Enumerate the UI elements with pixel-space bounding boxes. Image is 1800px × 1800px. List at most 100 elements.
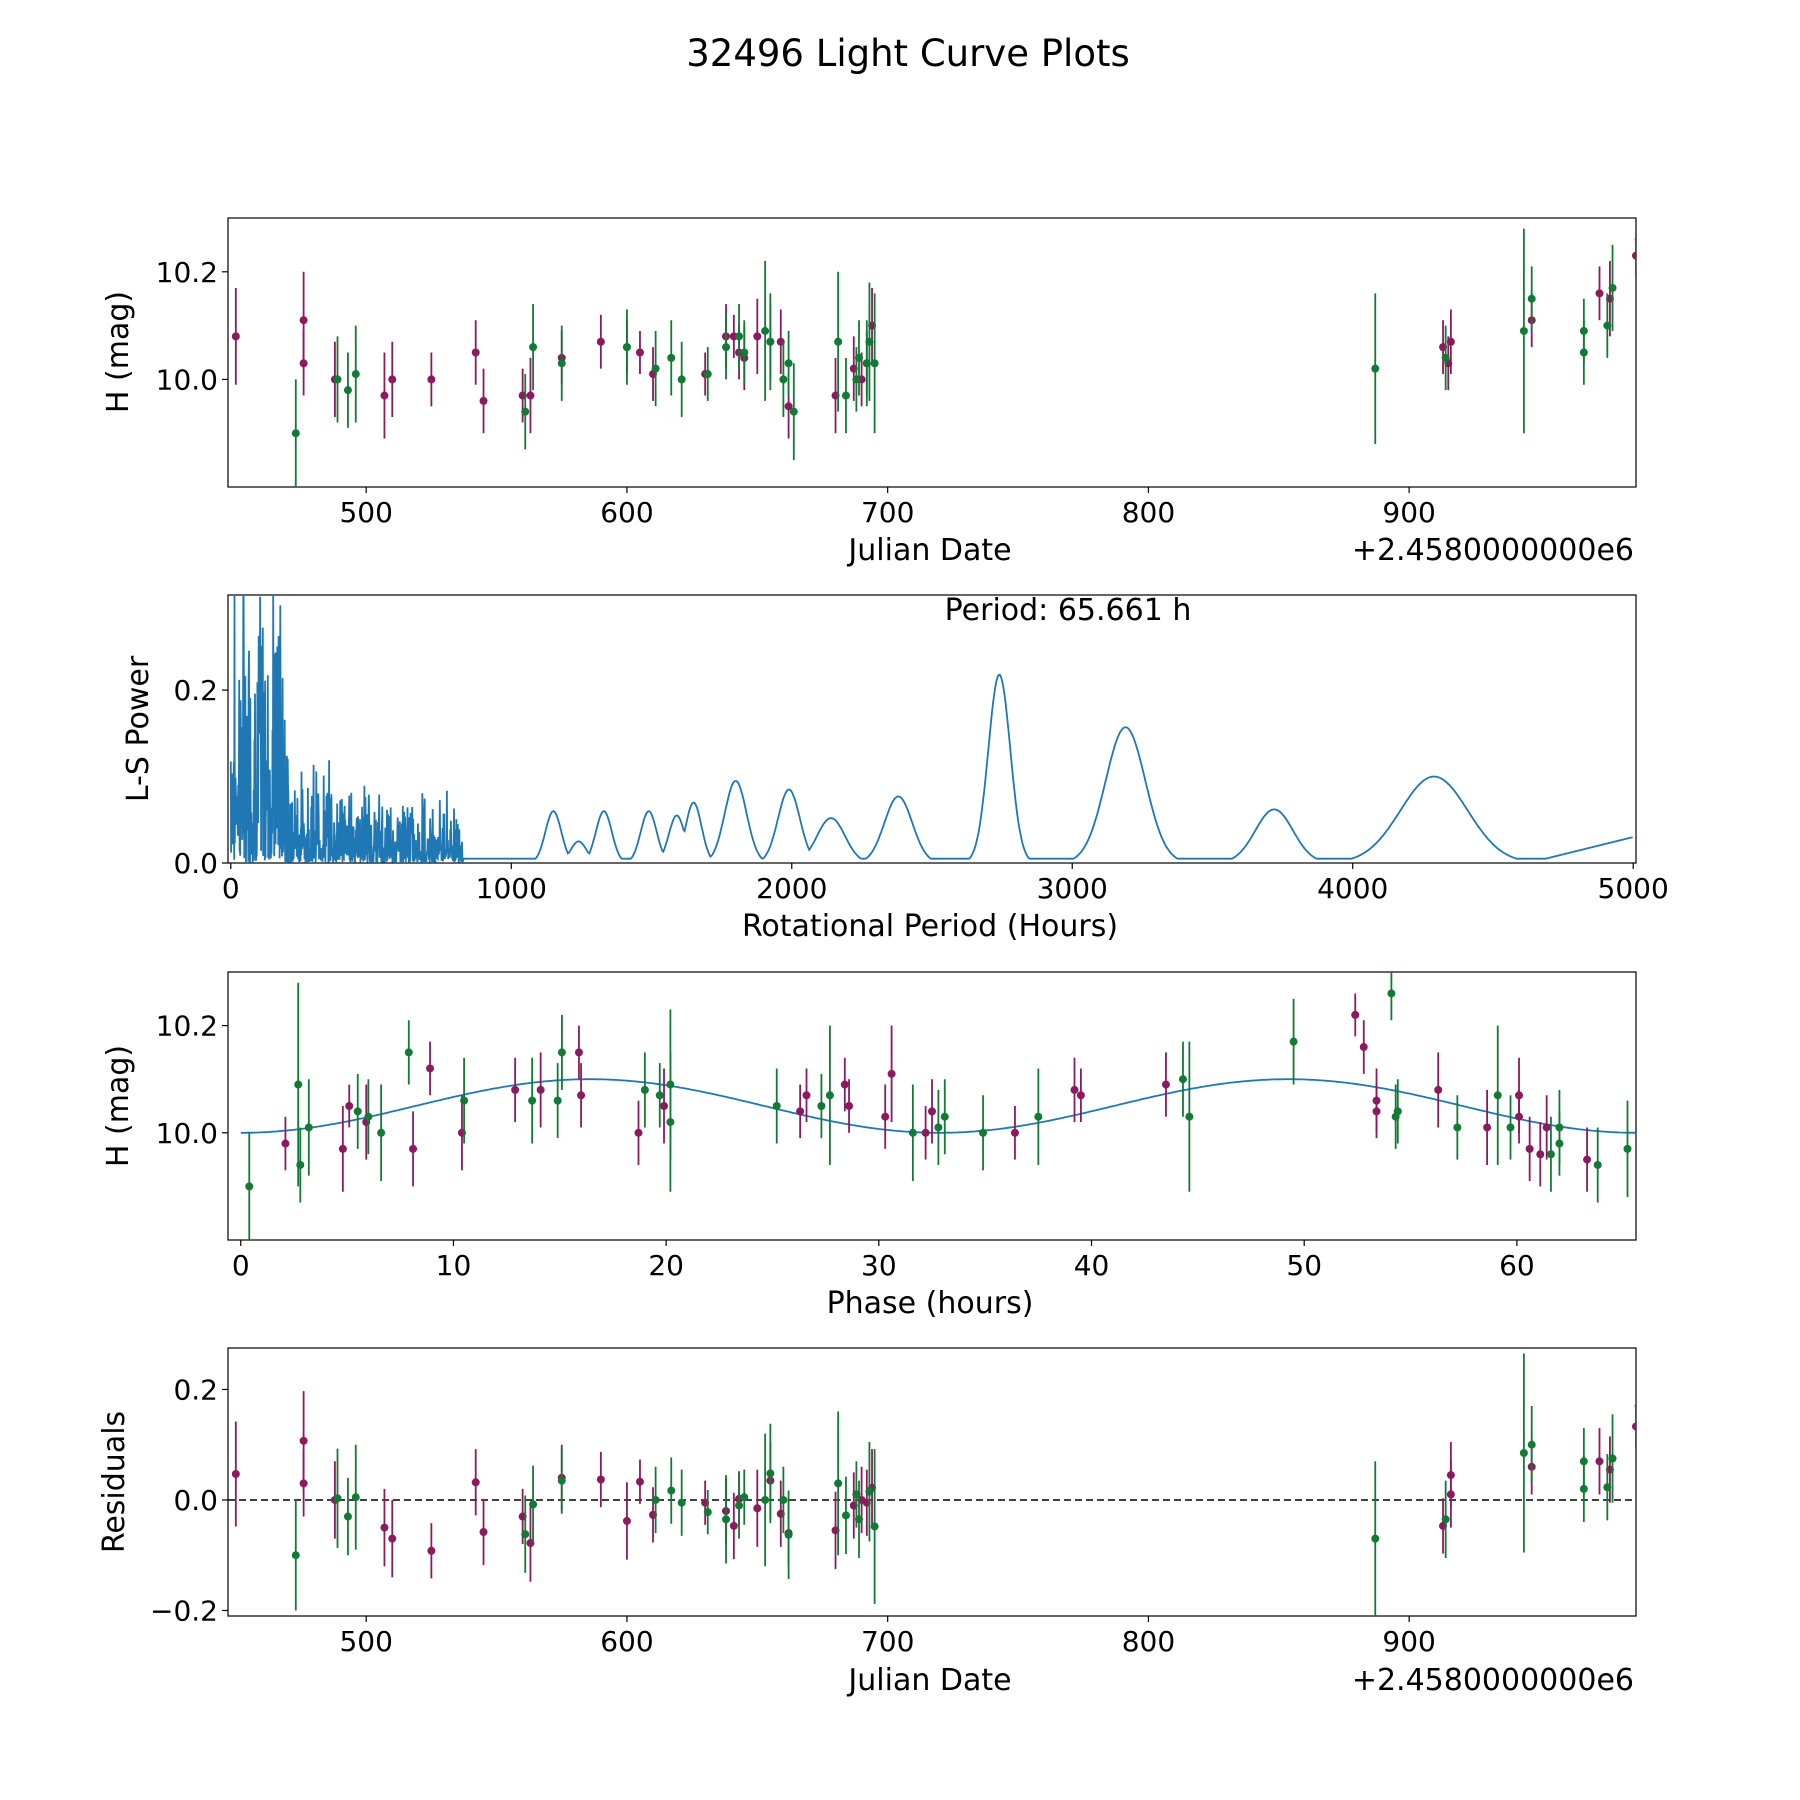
x-tick-label: 5000 [1598, 872, 1669, 905]
data-point [753, 1504, 762, 1513]
data-point [1441, 1515, 1450, 1524]
data-point [660, 1102, 669, 1110]
data-point [231, 332, 240, 341]
data-point [343, 386, 352, 395]
data-point [245, 1182, 254, 1191]
x-tick-label: 800 [1122, 496, 1175, 529]
x-tick-label: 10 [436, 1249, 472, 1282]
data-point [840, 1080, 849, 1089]
x-tick-label: 20 [648, 1249, 684, 1282]
x-tick-label: 500 [339, 496, 392, 529]
data-point [1623, 1144, 1632, 1153]
data-point [635, 348, 644, 357]
data-point [1453, 1123, 1462, 1132]
data-point [1579, 1484, 1588, 1493]
data-point [526, 391, 535, 400]
data-point [1493, 1091, 1502, 1100]
data-point [1546, 1150, 1555, 1159]
data-point [1519, 326, 1528, 335]
data-point [1608, 283, 1617, 292]
y-tick-label: −0.2 [150, 1594, 218, 1627]
data-point [921, 1128, 930, 1137]
data-point [529, 1500, 538, 1509]
x-tick-label: 40 [1074, 1249, 1110, 1282]
data-point [304, 1123, 313, 1132]
data-point [345, 1102, 354, 1110]
data-point [471, 1478, 480, 1487]
data-point [1579, 348, 1588, 357]
data-point [796, 1107, 805, 1116]
data-point [1595, 1457, 1604, 1466]
y-tick-label: 0.2 [173, 1373, 218, 1406]
data-point [299, 359, 308, 368]
data-point [377, 1128, 386, 1137]
data-point [1527, 1440, 1536, 1449]
light-curve-ylabel: H (mag) [101, 291, 136, 413]
data-point [784, 402, 793, 411]
light-curve-xlabel: Julian Date [846, 533, 1011, 568]
data-point [887, 1069, 896, 1078]
data-point [865, 1487, 874, 1496]
data-point [834, 337, 843, 346]
data-point [677, 375, 686, 384]
y-tick-label: 0.0 [173, 847, 218, 880]
data-point [1070, 1085, 1079, 1094]
data-point [1434, 1085, 1443, 1094]
data-point [1525, 1144, 1534, 1153]
data-point [740, 1493, 749, 1502]
residuals-points [228, 1353, 1636, 1616]
data-point [834, 1479, 843, 1488]
data-point [940, 1112, 949, 1121]
data-point [596, 1475, 605, 1484]
periodogram-panel: 0 1000 2000 3000 4000 5000 0.0 0.2 Period: 65.6… [121, 593, 1669, 944]
data-point [1583, 1155, 1592, 1164]
y-tick-label: 10.2 [156, 1010, 218, 1043]
data-point [841, 1511, 850, 1520]
data-point [772, 1102, 781, 1110]
data-point [351, 1493, 360, 1502]
data-point [1441, 353, 1450, 362]
figure-title: 32496 Light Curve Plots [686, 32, 1130, 75]
data-point [666, 1118, 675, 1127]
data-point [521, 1530, 530, 1539]
y-tick-label: 10.0 [156, 363, 218, 396]
data-point [1161, 1080, 1170, 1089]
data-point [651, 364, 660, 373]
data-point [1515, 1112, 1524, 1121]
data-point [635, 1477, 644, 1486]
data-point [333, 1494, 342, 1503]
data-point [536, 1085, 545, 1094]
data-point [634, 1128, 643, 1137]
data-point [1527, 294, 1536, 303]
data-point [735, 332, 744, 341]
data-point [1393, 1107, 1402, 1116]
data-point [1371, 364, 1380, 373]
data-point [667, 1486, 676, 1495]
y-tick-label: 10.0 [156, 1117, 218, 1150]
x-tick-label: 900 [1382, 1625, 1435, 1658]
data-point [640, 1085, 649, 1094]
data-point [294, 1080, 303, 1089]
data-point [677, 1498, 686, 1507]
residuals-offset-text: +2.4580000000e6 [1352, 1663, 1634, 1698]
periodogram-ticks: 0 1000 2000 3000 4000 5000 0.0 0.2 [173, 674, 1668, 905]
data-point [766, 1469, 775, 1478]
data-point [291, 1551, 300, 1560]
light-curve-ticks: 500 600 700 800 900 10.0 10.2 [156, 256, 1436, 529]
power-curve [229, 595, 1633, 863]
data-point [622, 1516, 631, 1525]
residuals-panel: 500 600 700 800 900 −0.2 0.0 0.2 Julian Date Re… [97, 1347, 1637, 1698]
data-point [703, 1508, 712, 1517]
data-point [789, 407, 798, 416]
data-point [979, 1128, 988, 1137]
phase-xlabel: Phase (hours) [827, 1286, 1034, 1321]
data-point [802, 1091, 811, 1100]
data-point [865, 337, 874, 346]
data-point [557, 359, 566, 368]
data-point [380, 1523, 389, 1532]
data-point [351, 370, 360, 379]
data-point [338, 1144, 347, 1153]
data-point [841, 391, 850, 400]
data-point [388, 1534, 397, 1543]
